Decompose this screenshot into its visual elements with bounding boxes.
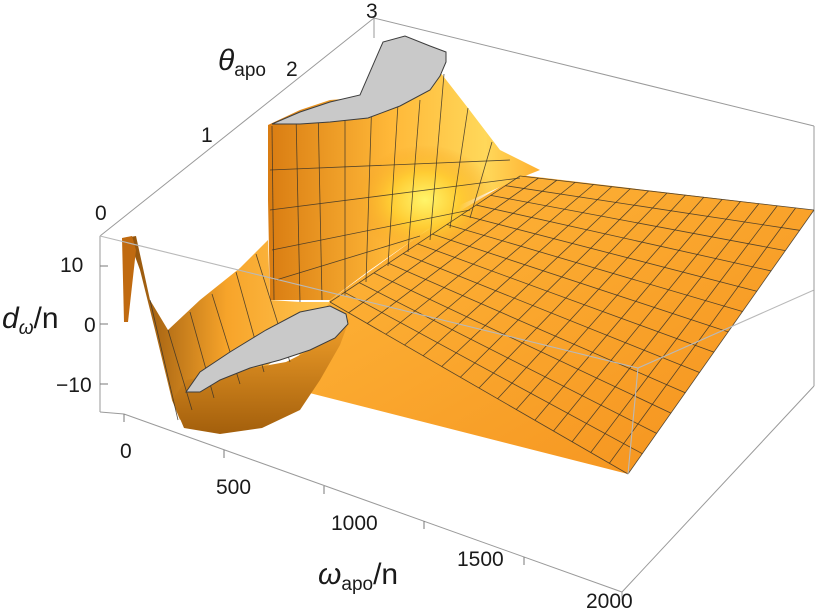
mesh-line: [269, 159, 511, 171]
mesh-line: [519, 175, 815, 211]
y-axis-subscript: apo: [234, 60, 266, 81]
mesh-line: [461, 214, 757, 292]
mesh-line: [367, 179, 557, 324]
mesh-line: [417, 243, 714, 353]
mesh-line: [432, 233, 729, 333]
mesh-line: [373, 272, 672, 414]
y-tick-label: 1: [201, 124, 213, 147]
x-axis-ticks: 0 500 1000 1500 2000: [120, 440, 633, 613]
mesh-line: [627, 209, 815, 475]
y-tick-label: 3: [366, 0, 378, 23]
mesh-line: [269, 177, 521, 211]
mesh-line: [441, 188, 631, 367]
mesh-line: [167, 329, 193, 411]
mesh-line: [348, 177, 539, 314]
mesh-line: [295, 113, 301, 303]
x-axis-subscript: apo: [341, 574, 373, 595]
mesh-line: [271, 209, 471, 251]
y-axis-symbol: θ: [218, 44, 235, 77]
clip-cap-bottom: [185, 305, 349, 393]
y-axis-ticks: 0 1 2 3: [95, 0, 378, 225]
z-tick-label: 10: [60, 254, 83, 277]
mesh-line: [497, 194, 686, 400]
x-axis-label: ωapo/n: [318, 558, 398, 595]
y-axis-label: θapo: [218, 44, 266, 81]
mesh-line: [490, 194, 786, 252]
x-tick-label: 0: [120, 440, 132, 463]
y-tick-label: 0: [95, 202, 107, 225]
surface-left-ridge: [124, 236, 330, 420]
mesh-line: [344, 291, 643, 455]
z-axis-label: dω/n: [2, 302, 59, 339]
mesh-line: [317, 105, 323, 301]
surface-trough: [172, 318, 350, 434]
mesh-line: [271, 125, 275, 301]
mesh-line: [359, 282, 657, 434]
mesh-line: [329, 301, 629, 475]
x-tick-label: 1000: [331, 512, 378, 535]
mesh-line: [329, 175, 521, 303]
z-axis-subscript: ω: [19, 318, 34, 339]
mesh-line: [387, 103, 399, 267]
mesh-line: [365, 95, 373, 283]
mesh-line: [609, 207, 796, 464]
mesh-line: [534, 199, 723, 421]
surface-left-spike: [122, 236, 136, 322]
mesh-line: [449, 107, 469, 229]
y-tick-label: 2: [286, 58, 298, 81]
x-tick-label: 500: [216, 476, 251, 499]
mesh-line: [275, 235, 421, 281]
mesh-line: [429, 73, 445, 241]
x-tick-label: 1500: [457, 548, 504, 571]
mesh-line: [407, 99, 421, 253]
mesh-line: [385, 182, 576, 335]
z-axis-suffix: /n: [34, 302, 59, 335]
tick-marks: [100, 265, 525, 565]
z-tick-label: 0: [84, 314, 96, 337]
x-tick-label: 2000: [586, 590, 633, 613]
x-axis-suffix: /n: [373, 558, 398, 591]
z-axis-ticks: 10 0 −10: [56, 254, 96, 397]
mesh-line: [505, 185, 800, 231]
z-tick-label: −10: [56, 374, 92, 397]
mesh-line: [402, 253, 700, 373]
mesh-line: [515, 196, 705, 410]
x-axis-symbol: ω: [318, 558, 341, 591]
mesh-line: [422, 186, 613, 357]
mesh-line: [478, 192, 668, 389]
mesh-line: [553, 201, 741, 432]
mesh-line: [388, 262, 686, 394]
mesh-line: [476, 204, 772, 272]
clip-cap-top: [271, 35, 447, 125]
bounding-box-front: [99, 235, 815, 600]
mesh-line: [149, 299, 179, 421]
mesh-line: [460, 190, 649, 378]
mesh-line: [590, 205, 778, 453]
mesh-line: [469, 141, 493, 219]
z-axis-symbol: d: [2, 302, 20, 335]
mesh-line: [446, 224, 743, 312]
surface: [122, 35, 815, 475]
mesh-line: [571, 203, 760, 442]
